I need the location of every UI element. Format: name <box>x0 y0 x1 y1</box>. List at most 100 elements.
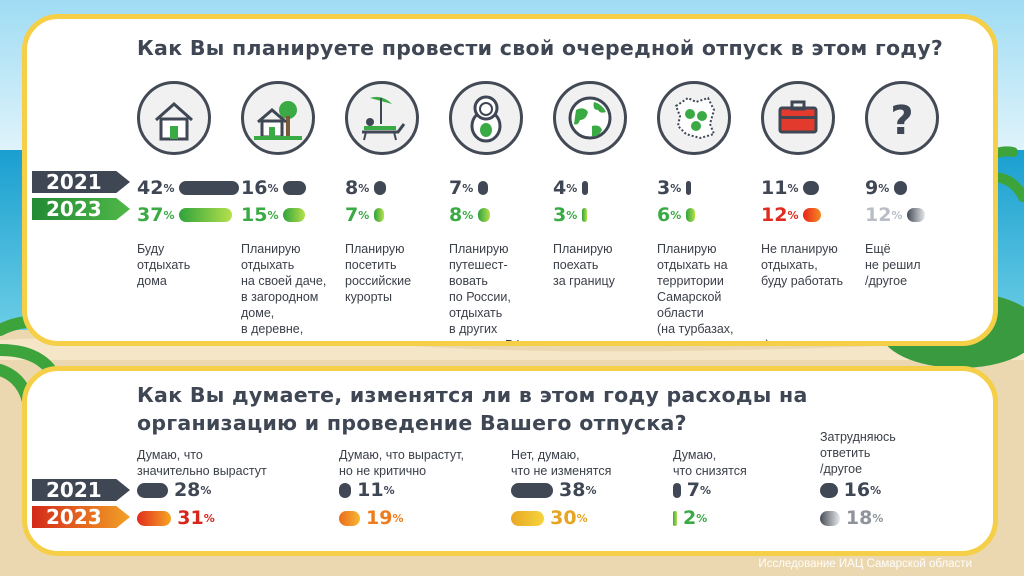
option-label: Планирую путешест- вовать по России, отд… <box>449 242 523 346</box>
value-2023-number: 6 <box>657 204 671 226</box>
bar-2021 <box>511 482 553 498</box>
bar-2021 <box>894 181 908 195</box>
value-2021-number: 4 <box>553 177 567 199</box>
value-2021-number: 8 <box>345 177 359 199</box>
percent-sign: % <box>787 181 799 195</box>
percent-sign: % <box>462 208 474 222</box>
value-2023-number: 19 <box>366 507 393 529</box>
bar-2021 <box>478 181 489 195</box>
value-2021-number: 7 <box>449 177 463 199</box>
percent-sign: % <box>383 483 395 497</box>
percent-sign: % <box>787 208 799 222</box>
value-2023-number: 30 <box>550 507 577 529</box>
value-2021: 9% <box>865 177 908 199</box>
expenses-panel: Как Вы думаете, изменятся ли в этом году… <box>22 366 998 556</box>
vacation-plans-panel: Как Вы планируете провести свой очередно… <box>22 14 998 346</box>
option-label: Планирую поехать за границу <box>553 242 615 288</box>
percent-sign: % <box>670 181 682 195</box>
plan-option-5: 4% 3% Планирую поехать за границу <box>553 81 653 288</box>
value-2021: 7% <box>449 177 489 199</box>
value-2021: 8% <box>345 177 386 199</box>
bar-2021 <box>137 482 168 498</box>
value-2023-number: 2 <box>683 507 697 529</box>
percent-sign: % <box>566 181 578 195</box>
value-2021-number: 16 <box>843 479 871 501</box>
expense-value-2021: 16% <box>820 479 881 501</box>
expense-value-2023: 2% <box>673 507 707 529</box>
value-2021-number: 38 <box>559 479 586 501</box>
value-2023: 6% <box>657 204 695 226</box>
expenses-title: Как Вы думаете, изменятся ли в этом году… <box>137 383 808 435</box>
bar-2021 <box>820 482 838 498</box>
option-label: Ещё не решил /другое <box>865 242 921 288</box>
question-icon: ? <box>865 81 939 155</box>
expense-option-label: Думаю, что вырастут, но не критично <box>339 448 464 478</box>
bar-2021 <box>582 181 588 195</box>
value-2021-number: 28 <box>173 479 201 501</box>
beach-lounger-icon <box>345 81 419 155</box>
value-2021-number: 16 <box>241 177 268 199</box>
percent-sign: % <box>358 181 370 195</box>
source-footer: Исследование ИАЦ Самарской области <box>758 558 972 570</box>
bar-2023 <box>374 208 385 222</box>
briefcase-icon <box>761 81 835 155</box>
value-2023: 37% <box>137 204 233 226</box>
plan-option-6: 3% 6% Планирую отдыхать на территории Сама… <box>657 81 770 341</box>
bar-2023 <box>179 208 233 222</box>
bar-2023 <box>673 510 677 526</box>
bar-2023 <box>582 208 587 222</box>
bar-2021 <box>179 181 240 195</box>
percent-sign: % <box>566 208 578 222</box>
expense-value-2023: 18% <box>820 507 883 529</box>
matryoshka-icon <box>449 81 523 155</box>
expense-option-label: Затрудняюсь ответить /другое <box>820 430 896 476</box>
bar-2023 <box>283 208 305 222</box>
bar-2023 <box>137 510 172 526</box>
globe-icon <box>553 81 627 155</box>
year-tag-2021-expenses: 2021 <box>32 479 130 501</box>
plan-option-4: 7% 8% Планирую путешест- вовать по России,… <box>449 81 549 341</box>
value-2021: 11% <box>761 177 820 199</box>
value-2023-number: 37 <box>137 204 164 226</box>
expense-value-2021: 11% <box>339 479 395 501</box>
value-2021: 3% <box>657 177 691 199</box>
expense-value-2021: 28% <box>137 479 211 501</box>
expense-option-label: Думаю, что значительно вырастут <box>137 448 267 478</box>
value-2021: 16% <box>241 177 307 199</box>
percent-sign: % <box>200 483 212 497</box>
bar-2021 <box>339 482 352 498</box>
value-2023: 12% <box>761 204 821 226</box>
expense-value-2023: 31% <box>137 507 215 529</box>
country-house-icon <box>241 81 315 155</box>
percent-sign: % <box>699 483 711 497</box>
percent-sign: % <box>203 511 215 525</box>
value-2021-number: 11 <box>357 479 384 501</box>
value-2023-number: 31 <box>177 507 204 529</box>
bar-2023 <box>803 208 821 222</box>
expense-option-label: Нет, думаю, что не изменятся <box>511 448 612 478</box>
value-2023: 7% <box>345 204 385 226</box>
option-label: Планирую отдыхать на территории Самарско… <box>657 242 770 346</box>
percent-sign: % <box>358 208 370 222</box>
percent-sign: % <box>696 511 708 525</box>
expense-value-2021: 7% <box>673 479 711 501</box>
value-2023-number: 3 <box>553 204 567 226</box>
bar-2023 <box>907 208 925 222</box>
plan-option-3: 8% 7% Планирую посетить российские курорты <box>345 81 445 304</box>
percent-sign: % <box>267 208 279 222</box>
home-icon <box>137 81 211 155</box>
bar-2023 <box>339 510 360 526</box>
value-2023-number: 12 <box>865 204 892 226</box>
expense-option-label: Думаю, что снизятся <box>673 448 747 478</box>
percent-sign: % <box>576 511 588 525</box>
value-2023-number: 8 <box>449 204 463 226</box>
bar-2021 <box>283 181 307 195</box>
percent-sign: % <box>891 208 903 222</box>
value-2023: 8% <box>449 204 490 226</box>
bar-2023 <box>820 510 840 526</box>
expense-value-2023: 19% <box>339 507 403 529</box>
value-2023-number: 12 <box>761 204 788 226</box>
value-2021: 4% <box>553 177 588 199</box>
percent-sign: % <box>872 511 884 525</box>
value-2021-number: 42 <box>137 177 164 199</box>
